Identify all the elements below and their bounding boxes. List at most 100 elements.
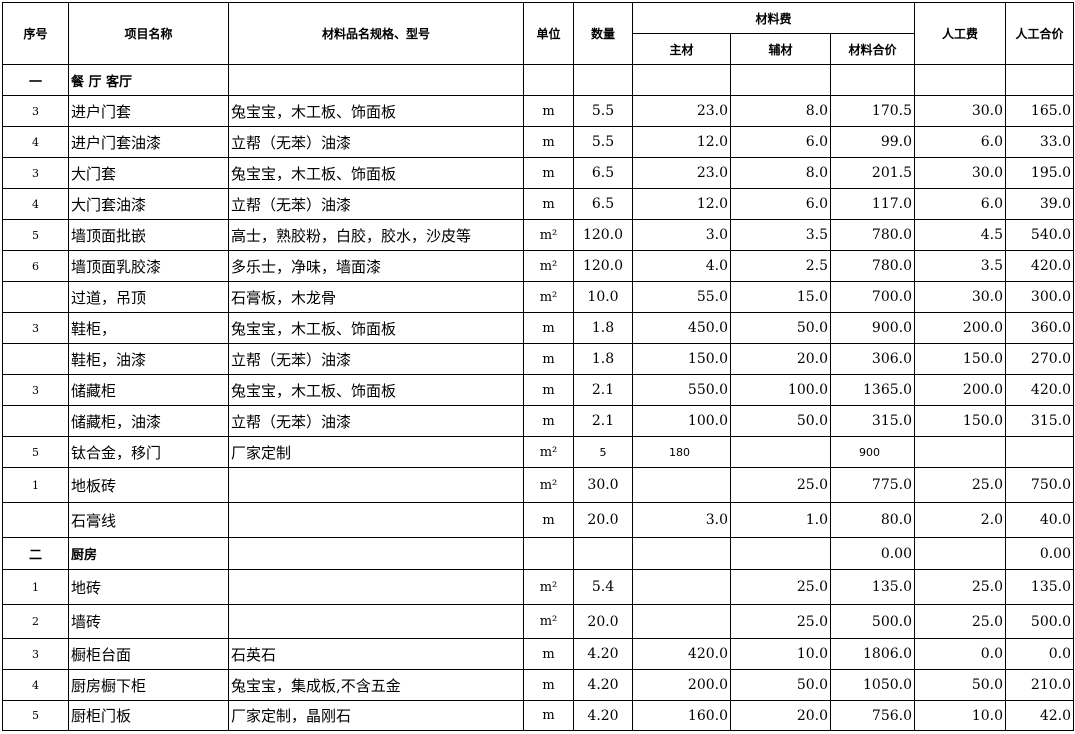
cell-unit: m² <box>523 219 574 251</box>
cell-labor: 150.0 <box>914 405 1006 437</box>
cell-labor-total: 40.0 <box>1005 502 1074 538</box>
cell-mat-total: 1050.0 <box>830 669 915 701</box>
header-unit: 单位 <box>523 2 574 65</box>
header-name: 项目名称 <box>68 2 229 65</box>
table-row: 6 墙顶面乳胶漆 多乐士，净味，墙面漆 m² 120.0 4.0 2.5 780.0 3.5 42… <box>2 250 1074 282</box>
cell-labor-total: 360.0 <box>1005 312 1074 344</box>
cell-labor-total <box>1005 64 1074 96</box>
cell-seq: 4 <box>2 126 69 158</box>
table-row: 2 墙砖 m² 20.0 25.0 500.0 25.0 500.0 <box>2 604 1074 639</box>
table-row: 4 进户门套油漆 立帮（无苯）油漆 m 5.5 12.0 6.0 99.0 6.0 33.0 <box>2 126 1074 158</box>
cell-main: 23.0 <box>632 157 731 189</box>
cell-seq: 3 <box>2 374 69 406</box>
cell-mat-total: 0.00 <box>830 537 915 570</box>
cell-material <box>228 502 524 538</box>
cell-labor-total: 39.0 <box>1005 188 1074 220</box>
cell-material <box>228 604 524 639</box>
cell-name: 橱柜台面 <box>68 638 229 670</box>
header-aux: 辅材 <box>730 33 831 65</box>
cell-mat-total: 99.0 <box>830 126 915 158</box>
cell-main: 12.0 <box>632 126 731 158</box>
cell-unit: m <box>523 312 574 344</box>
cell-labor-total: 33.0 <box>1005 126 1074 158</box>
cell-labor: 25.0 <box>914 467 1006 503</box>
cell-qty: 5 <box>573 436 633 468</box>
cell-labor-total: 420.0 <box>1005 250 1074 282</box>
cell-main <box>632 64 731 96</box>
cell-seq: 5 <box>2 700 69 731</box>
cell-main: 3.0 <box>632 502 731 538</box>
cell-labor-total: 210.0 <box>1005 669 1074 701</box>
cell-unit: m <box>523 95 574 127</box>
cell-name: 储藏柜 <box>68 374 229 406</box>
cell-main: 420.0 <box>632 638 731 670</box>
header-material-cost: 材料费 <box>632 2 915 34</box>
cell-main: 160.0 <box>632 700 731 731</box>
cell-labor: 3.5 <box>914 250 1006 282</box>
cell-mat-total: 756.0 <box>830 700 915 731</box>
cell-seq: 一 <box>2 64 69 96</box>
cell-unit: m² <box>523 604 574 639</box>
cell-labor: 200.0 <box>914 312 1006 344</box>
cell-qty <box>573 64 633 96</box>
cell-aux: 20.0 <box>730 700 831 731</box>
cell-labor-total: 270.0 <box>1005 343 1074 375</box>
cell-seq <box>2 405 69 437</box>
cell-name: 墙砖 <box>68 604 229 639</box>
cell-name: 厨柜门板 <box>68 700 229 731</box>
cell-labor-total: 195.0 <box>1005 157 1074 189</box>
table-row: 1 地砖 m² 5.4 25.0 135.0 25.0 135.0 <box>2 569 1074 605</box>
cell-labor-total: 540.0 <box>1005 219 1074 251</box>
cell-seq: 1 <box>2 467 69 503</box>
cell-aux <box>730 537 831 570</box>
cell-material: 立帮（无苯）油漆 <box>228 126 524 158</box>
cell-labor: 50.0 <box>914 669 1006 701</box>
cell-qty: 10.0 <box>573 281 633 313</box>
table-row: 5 钛合金，移门 厂家定制 m² 5 180 900 <box>2 436 1074 468</box>
cell-main <box>632 569 731 605</box>
table-row: 3 橱柜台面 石英石 m 4.20 420.0 10.0 1806.0 0.0 0.0 <box>2 638 1074 670</box>
table-row: 储藏柜，油漆 立帮（无苯）油漆 m 2.1 100.0 50.0 315.0 150.0 315… <box>2 405 1074 437</box>
header-qty: 数量 <box>573 2 633 65</box>
table-row: 4 厨房橱下柜 兔宝宝，集成板,不含五金 m 4.20 200.0 50.0 1050.0 50… <box>2 669 1074 701</box>
cell-unit: m <box>523 405 574 437</box>
cell-aux: 25.0 <box>730 569 831 605</box>
cell-name: 进户门套油漆 <box>68 126 229 158</box>
cell-name: 地板砖 <box>68 467 229 503</box>
cell-aux: 25.0 <box>730 467 831 503</box>
cell-labor: 25.0 <box>914 604 1006 639</box>
cell-name: 墙顶面乳胶漆 <box>68 250 229 282</box>
cell-mat-total: 775.0 <box>830 467 915 503</box>
cell-material: 立帮（无苯）油漆 <box>228 405 524 437</box>
header-labor: 人工费 <box>914 2 1006 65</box>
cell-labor: 10.0 <box>914 700 1006 731</box>
cell-qty: 6.5 <box>573 157 633 189</box>
cell-unit: m <box>523 700 574 731</box>
cell-aux: 50.0 <box>730 312 831 344</box>
cell-material: 高士，熟胶粉，白胶，胶水，沙皮等 <box>228 219 524 251</box>
cell-material: 兔宝宝，木工板、饰面板 <box>228 312 524 344</box>
cell-unit: m² <box>523 569 574 605</box>
cell-aux: 10.0 <box>730 638 831 670</box>
cell-seq: 4 <box>2 669 69 701</box>
cell-aux: 100.0 <box>730 374 831 406</box>
header-material: 材料品名规格、型号 <box>228 2 524 65</box>
cell-labor <box>914 64 1006 96</box>
cell-unit: m² <box>523 250 574 282</box>
cell-aux: 50.0 <box>730 405 831 437</box>
cell-seq: 3 <box>2 157 69 189</box>
cell-mat-total: 170.5 <box>830 95 915 127</box>
cell-labor: 30.0 <box>914 281 1006 313</box>
cell-name: 鞋柜， <box>68 312 229 344</box>
cell-labor: 200.0 <box>914 374 1006 406</box>
table-row: 5 墙顶面批嵌 高士，熟胶粉，白胶，胶水，沙皮等 m² 120.0 3.0 3.5 780.0… <box>2 219 1074 251</box>
cell-main: 150.0 <box>632 343 731 375</box>
cell-seq: 3 <box>2 638 69 670</box>
cell-material: 多乐士，净味，墙面漆 <box>228 250 524 282</box>
cell-aux: 2.5 <box>730 250 831 282</box>
cell-qty: 6.5 <box>573 188 633 220</box>
section-row: 一餐 厅 客厅 <box>2 64 1074 96</box>
cell-qty: 120.0 <box>573 219 633 251</box>
cell-name: 储藏柜，油漆 <box>68 405 229 437</box>
cell-labor: 30.0 <box>914 95 1006 127</box>
